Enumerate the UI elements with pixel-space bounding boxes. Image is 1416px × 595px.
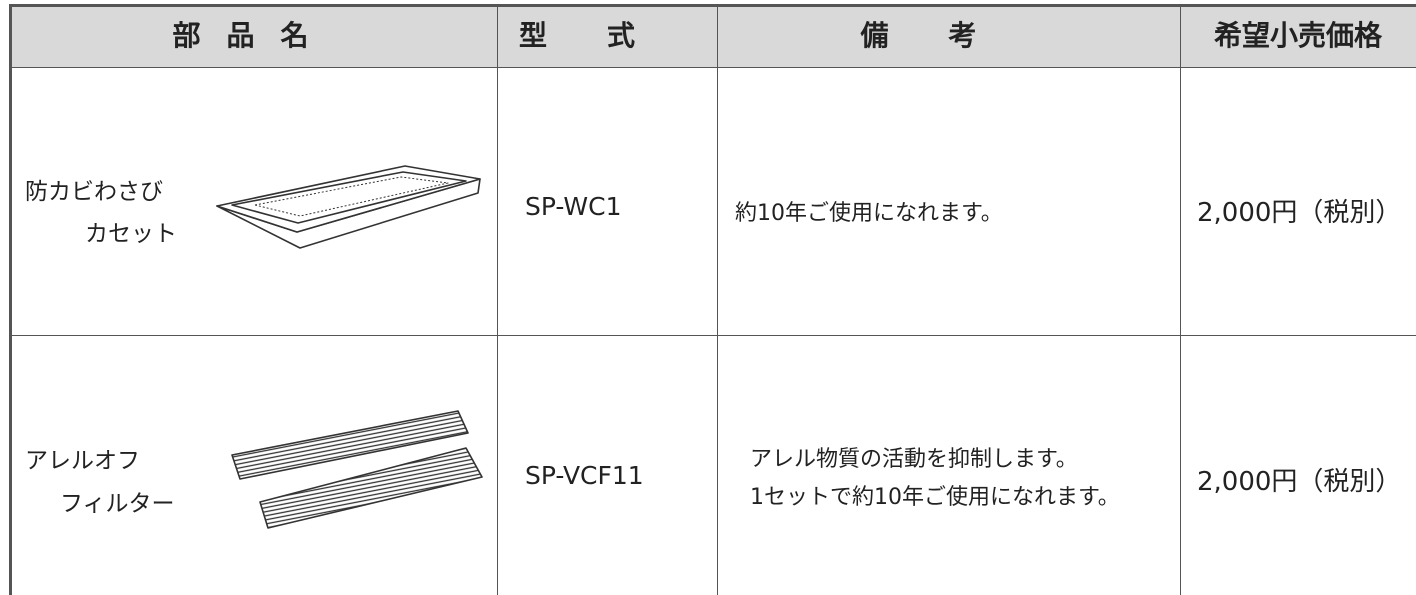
- header-cell: 部品名: [172, 19, 335, 52]
- model: SP-VCF11: [525, 461, 644, 490]
- header-cell: 備考: [860, 19, 1037, 52]
- filter-illustration: [231, 410, 483, 529]
- column-divider: [717, 5, 718, 595]
- row-divider: [10, 335, 1416, 336]
- price: 2,000円（税別）: [1197, 467, 1402, 497]
- part-name: 防カビわさび: [25, 179, 163, 205]
- outer-border-left: [9, 4, 12, 595]
- header-cell: 希望小売価格: [1213, 19, 1382, 52]
- header-cell: 型式: [518, 19, 695, 52]
- part-name: カセット: [85, 221, 177, 247]
- price: 2,000円（税別）: [1197, 198, 1402, 228]
- cassette-illustration: [216, 165, 481, 249]
- outer-border-top: [9, 4, 1416, 7]
- header-band: [10, 5, 1416, 67]
- remarks: 1セットで約10年ご使用になれます。: [750, 485, 1120, 510]
- remarks: アレル物質の活動を抑制します。: [750, 447, 1078, 472]
- column-divider: [1180, 5, 1181, 595]
- part-name: フィルター: [60, 491, 175, 517]
- row-divider: [10, 67, 1416, 68]
- model: SP-WC1: [525, 192, 622, 221]
- column-divider: [497, 5, 498, 595]
- part-name: アレルオフ: [25, 448, 140, 474]
- remarks: 約10年ご使用になれます。: [735, 201, 1003, 226]
